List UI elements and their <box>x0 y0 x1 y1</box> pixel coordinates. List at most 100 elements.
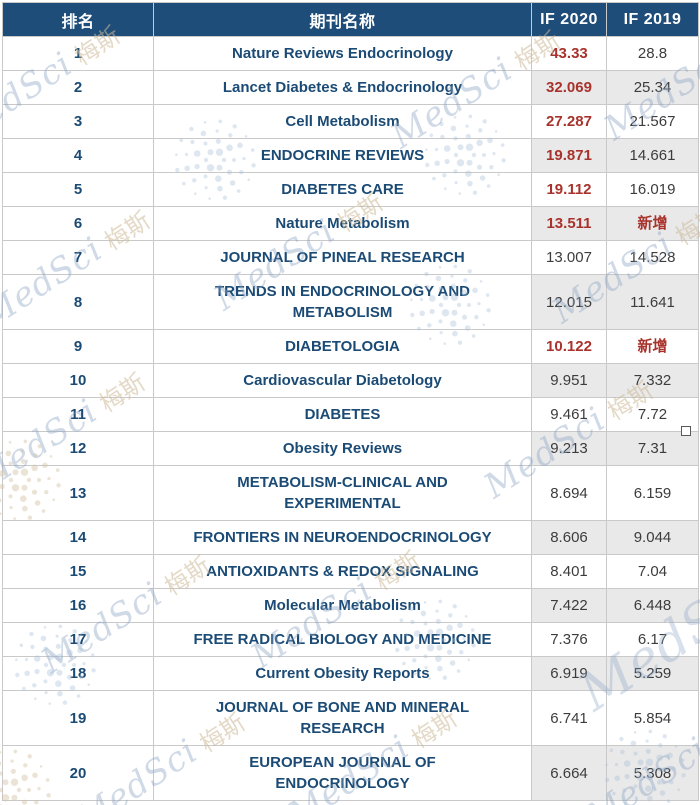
if2020-cell: 9.461 <box>531 397 607 432</box>
table-row: 11 DIABETES 9.461 7.72 <box>2 397 699 432</box>
selection-resize-handle[interactable] <box>681 426 691 436</box>
table-row: 16 Molecular Metabolism 7.422 6.448 <box>2 588 699 623</box>
table-row: 7 JOURNAL OF PINEAL RESEARCH 13.007 14.528 <box>2 240 699 275</box>
table-row: 8 TRENDS IN ENDOCRINOLOGY AND METABOLISM 1… <box>2 274 699 330</box>
journal-cell: METABOLISM-CLINICAL AND EXPERIMENTAL <box>153 465 532 521</box>
if2019-cell: 5.259 <box>606 656 699 691</box>
table-row: 10 Cardiovascular Diabetology 9.951 7.332 <box>2 363 699 398</box>
if2019-cell: 21.567 <box>606 104 699 139</box>
if2019-cell: 28.8 <box>606 36 699 71</box>
journal-cell: FREE RADICAL BIOLOGY AND MEDICINE <box>153 622 532 657</box>
rank-cell: 9 <box>2 329 154 364</box>
journal-cell: Obesity Reviews <box>153 431 532 466</box>
if2020-cell: 6.919 <box>531 656 607 691</box>
rank-cell: 1 <box>2 36 154 71</box>
rank-cell: 14 <box>2 520 154 555</box>
if2020-cell: 32.069 <box>531 70 607 105</box>
rank-cell: 8 <box>2 274 154 330</box>
table-row: 18 Current Obesity Reports 6.919 5.259 <box>2 656 699 691</box>
table-row: 6 Nature Metabolism 13.511 新增 <box>2 206 699 241</box>
if2019-cell: 14.661 <box>606 138 699 173</box>
if2019-cell: 新增 <box>606 329 699 364</box>
if2019-cell: 7.332 <box>606 363 699 398</box>
journal-cell: Cell Metabolism <box>153 104 532 139</box>
rank-cell: 18 <box>2 656 154 691</box>
journal-cell: Nature Reviews Endocrinology <box>153 36 532 71</box>
table-row: 12 Obesity Reviews 9.213 7.31 <box>2 431 699 466</box>
if2020-cell: 8.694 <box>531 465 607 521</box>
journal-cell: JOURNAL OF BONE AND MINERAL RESEARCH <box>153 690 532 746</box>
table-row: 9 DIABETOLOGIA 10.122 新增 <box>2 329 699 364</box>
if2019-cell: 16.019 <box>606 172 699 207</box>
rank-cell: 6 <box>2 206 154 241</box>
table-row: 15 ANTIOXIDANTS & REDOX SIGNALING 8.401 7.0… <box>2 554 699 589</box>
if2020-cell: 43.33 <box>531 36 607 71</box>
if2020-cell: 8.401 <box>531 554 607 589</box>
if2019-cell: 5.308 <box>606 745 699 801</box>
rank-cell: 19 <box>2 690 154 746</box>
rank-cell: 7 <box>2 240 154 275</box>
if2020-cell: 12.015 <box>531 274 607 330</box>
if2019-cell: 9.044 <box>606 520 699 555</box>
rank-cell: 5 <box>2 172 154 207</box>
table-row: 13 METABOLISM-CLINICAL AND EXPERIMENTAL 8.… <box>2 465 699 521</box>
if2020-cell: 6.664 <box>531 745 607 801</box>
if2019-cell: 7.72 <box>606 397 699 432</box>
if2019-cell: 7.04 <box>606 554 699 589</box>
table-row: 20 EUROPEAN JOURNAL OF ENDOCRINOLOGY 6.664… <box>2 745 699 801</box>
col-header-if2020: IF 2020 <box>531 2 607 37</box>
if2020-cell: 7.376 <box>531 622 607 657</box>
table-row: 3 Cell Metabolism 27.287 21.567 <box>2 104 699 139</box>
if2019-cell: 6.448 <box>606 588 699 623</box>
if2020-cell: 7.422 <box>531 588 607 623</box>
journal-cell: Nature Metabolism <box>153 206 532 241</box>
journal-cell: TRENDS IN ENDOCRINOLOGY AND METABOLISM <box>153 274 532 330</box>
table-row: 4 ENDOCRINE REVIEWS 19.871 14.661 <box>2 138 699 173</box>
if2020-cell: 13.511 <box>531 206 607 241</box>
journal-cell: Molecular Metabolism <box>153 588 532 623</box>
rank-cell: 4 <box>2 138 154 173</box>
if2019-cell: 6.17 <box>606 622 699 657</box>
rank-cell: 10 <box>2 363 154 398</box>
rank-cell: 11 <box>2 397 154 432</box>
if2019-cell: 6.159 <box>606 465 699 521</box>
journal-cell: ANTIOXIDANTS & REDOX SIGNALING <box>153 554 532 589</box>
if2019-cell: 11.641 <box>606 274 699 330</box>
table-row: 5 DIABETES CARE 19.112 16.019 <box>2 172 699 207</box>
rank-cell: 2 <box>2 70 154 105</box>
rank-cell: 20 <box>2 745 154 801</box>
if2020-cell: 9.213 <box>531 431 607 466</box>
if2020-cell: 9.951 <box>531 363 607 398</box>
if2019-cell: 25.34 <box>606 70 699 105</box>
if2020-cell: 8.606 <box>531 520 607 555</box>
if2020-cell: 13.007 <box>531 240 607 275</box>
col-header-journal: 期刊名称 <box>153 2 532 37</box>
journal-cell: Cardiovascular Diabetology <box>153 363 532 398</box>
journal-cell: FRONTIERS IN NEUROENDOCRINOLOGY <box>153 520 532 555</box>
if2019-cell: 5.854 <box>606 690 699 746</box>
if2020-cell: 19.112 <box>531 172 607 207</box>
table-row: 19 JOURNAL OF BONE AND MINERAL RESEARCH 6.… <box>2 690 699 746</box>
journal-cell: ENDOCRINE REVIEWS <box>153 138 532 173</box>
journal-cell: Current Obesity Reports <box>153 656 532 691</box>
journal-cell: JOURNAL OF PINEAL RESEARCH <box>153 240 532 275</box>
if2020-cell: 27.287 <box>531 104 607 139</box>
rank-cell: 17 <box>2 622 154 657</box>
journal-cell: EUROPEAN JOURNAL OF ENDOCRINOLOGY <box>153 745 532 801</box>
journal-cell: Lancet Diabetes & Endocrinology <box>153 70 532 105</box>
rank-cell: 13 <box>2 465 154 521</box>
if2020-cell: 10.122 <box>531 329 607 364</box>
table-row: 14 FRONTIERS IN NEUROENDOCRINOLOGY 8.606 9.… <box>2 520 699 555</box>
if2019-cell: 14.528 <box>606 240 699 275</box>
if2020-cell: 6.741 <box>531 690 607 746</box>
journal-cell: DIABETES CARE <box>153 172 532 207</box>
journal-cell: DIABETOLOGIA <box>153 329 532 364</box>
table-row: 2 Lancet Diabetes & Endocrinology 32.069 25… <box>2 70 699 105</box>
header-row: 排名 期刊名称 IF 2020 IF 2019 <box>2 2 699 37</box>
journal-cell: DIABETES <box>153 397 532 432</box>
if2019-cell: 7.31 <box>606 431 699 466</box>
rank-cell: 12 <box>2 431 154 466</box>
col-header-if2019: IF 2019 <box>606 2 699 37</box>
